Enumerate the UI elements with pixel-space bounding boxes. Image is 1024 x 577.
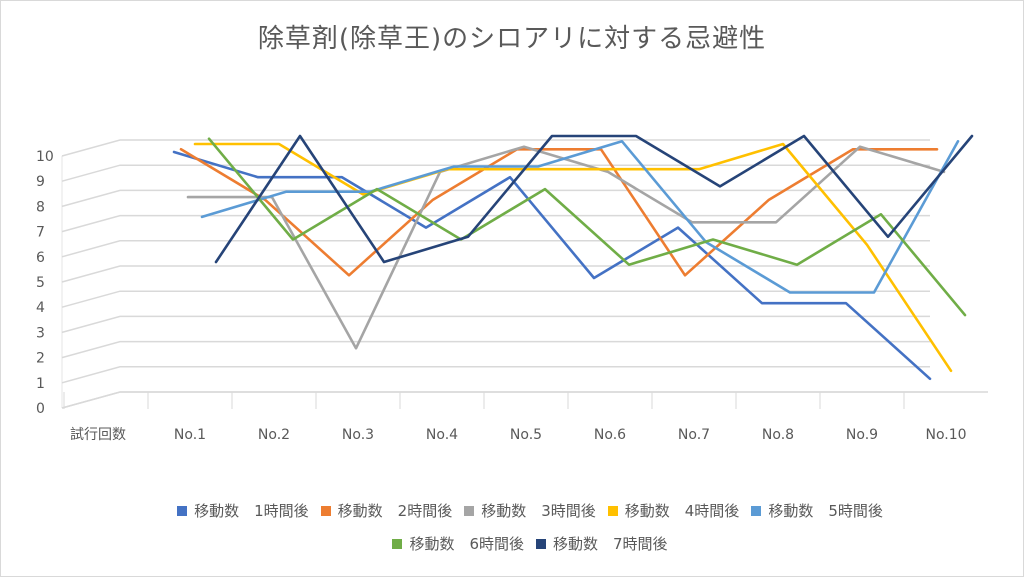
legend-label: 移動数 5時間後 xyxy=(768,502,883,520)
legend-item: 移動数 2時間後 xyxy=(320,500,453,521)
x-tick-label: No.7 xyxy=(678,427,710,443)
y-tick-label: 6 xyxy=(36,250,45,266)
x-tick-label: No.6 xyxy=(594,427,626,443)
y-gridline xyxy=(61,340,930,359)
legend-item: 移動数 6時間後 xyxy=(392,533,524,554)
y-tick-label: 0 xyxy=(36,401,45,417)
y-gridline xyxy=(61,391,930,409)
legend-label: 移動数 7時間後 xyxy=(553,535,668,553)
chart-title: 除草剤(除草王)のシロアリに対する忌避性 xyxy=(257,24,767,54)
series-line xyxy=(179,148,939,277)
legend-label: 移動数 4時間後 xyxy=(624,502,740,520)
legend-swatch xyxy=(464,505,475,516)
y-gridline xyxy=(61,315,930,334)
x-tick-label: No.10 xyxy=(925,427,966,443)
legend-item: 移動数 3時間後 xyxy=(464,500,596,521)
x-axis: 試行回数 No.1 No.2 No.3 No.4 No.5 No.6 No.7 No.8 No.9… xyxy=(61,391,988,443)
y-gridline xyxy=(61,265,930,283)
x-axis-title: 試行回数 xyxy=(70,427,126,443)
y-tick-label: 1 xyxy=(36,376,45,392)
y-axis-ticks: 0 1 2 3 4 5 6 7 8 9 10 xyxy=(36,149,54,417)
legend-swatch xyxy=(607,505,618,516)
legend-label: 移動数 3時間後 xyxy=(481,502,596,520)
series-line xyxy=(207,137,967,317)
series-lines xyxy=(172,134,974,381)
legend-item: 移動数 1時間後 xyxy=(177,500,309,521)
y-gridline xyxy=(61,240,930,258)
y-gridlines xyxy=(61,139,930,409)
x-axis-line xyxy=(61,391,988,409)
legend-swatch xyxy=(536,538,546,549)
y-tick-label: 9 xyxy=(36,174,45,190)
legend-item: 移動数 7時間後 xyxy=(536,533,668,554)
y-tick-label: 5 xyxy=(36,275,45,291)
legend-label: 移動数 6時間後 xyxy=(409,535,524,553)
x-tick-label: No.5 xyxy=(510,427,542,443)
legend-label: 移動数 1時間後 xyxy=(194,502,309,520)
series-line xyxy=(172,150,932,381)
y-tick-label: 7 xyxy=(36,225,45,241)
series-line xyxy=(214,134,974,264)
x-tick-label: No.2 xyxy=(258,427,290,443)
y-gridline xyxy=(61,139,930,157)
y-tick-label: 2 xyxy=(36,351,45,367)
y-gridline xyxy=(61,164,930,182)
x-tick-label: No.1 xyxy=(174,427,206,443)
y-tick-label: 8 xyxy=(36,199,45,215)
legend-item: 移動数 5時間後 xyxy=(751,500,883,521)
legend-swatch xyxy=(751,505,762,516)
legend-label: 移動数 2時間後 xyxy=(337,502,453,520)
y-gridline xyxy=(61,189,930,208)
legend-swatch xyxy=(177,505,188,516)
legend-item: 移動数 4時間後 xyxy=(607,500,740,521)
y-gridline xyxy=(61,214,930,233)
y-tick-label: 3 xyxy=(36,325,45,341)
x-tick-label: No.8 xyxy=(762,427,794,443)
y-tick-label: 4 xyxy=(36,300,45,316)
legend: 移動数 1時間後 移動数 2時間後 移動数 3時間後 移動数 4時間後 移動数 5時間後… xyxy=(150,500,910,554)
series-line xyxy=(200,140,960,294)
x-tick-label: No.4 xyxy=(426,427,458,443)
y-gridline xyxy=(61,366,930,384)
x-tick-label: No.9 xyxy=(846,427,878,443)
legend-swatch xyxy=(320,505,331,516)
x-tick-label: No.3 xyxy=(342,427,374,443)
y-gridline xyxy=(61,290,930,308)
legend-swatch xyxy=(392,538,403,549)
y-tick-label: 10 xyxy=(36,149,54,165)
